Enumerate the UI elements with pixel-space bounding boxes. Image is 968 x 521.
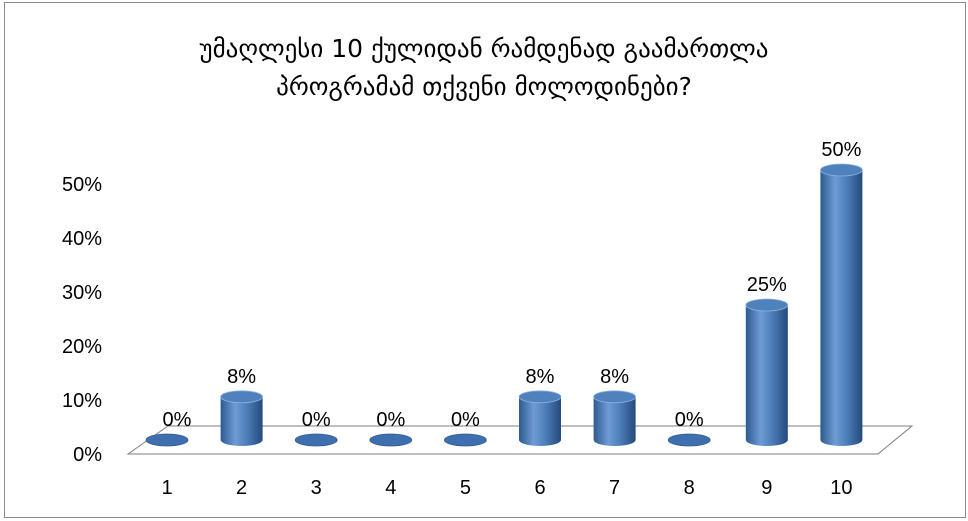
bar-body [220, 396, 263, 446]
bar-body [745, 305, 788, 446]
bar-body [519, 396, 561, 446]
bar-top [220, 390, 264, 404]
bar-8 [667, 433, 711, 447]
y-tick-label: 40% [62, 228, 102, 250]
bar-2 [220, 390, 264, 446]
data-label: 25% [747, 274, 787, 296]
category-label: 4 [385, 477, 396, 499]
data-label: 0% [302, 409, 331, 431]
chart-title-line-1: უმაღლესი 10 ქულიდან რამდენად გაამართლა [199, 34, 769, 63]
category-label: 5 [460, 477, 471, 499]
chart-title: უმაღლესი 10 ქულიდან რამდენად გაამართლა პ… [0, 30, 968, 106]
bar-top [745, 298, 789, 312]
category-label: 9 [761, 477, 772, 499]
bar-10 [820, 163, 863, 446]
bar-body [593, 396, 636, 446]
category-label: 6 [534, 477, 545, 499]
bar-top [593, 390, 636, 404]
y-tick-label: 50% [62, 174, 102, 196]
bar-4 [369, 433, 413, 447]
bar-9 [745, 298, 789, 446]
chart-title-line-2: პროგრამამ თქვენი მოლოდინები? [276, 72, 692, 101]
bar-7 [593, 390, 636, 446]
bar-top [294, 433, 338, 447]
category-label: 2 [236, 477, 247, 499]
category-label: 7 [609, 477, 620, 499]
bar-3 [294, 433, 338, 447]
bar-6 [518, 390, 562, 446]
data-label: 0% [163, 409, 192, 431]
bar-top [518, 390, 562, 404]
y-tick-label: 0% [73, 444, 102, 466]
y-tick-label: 20% [62, 336, 102, 358]
data-label: 0% [675, 409, 704, 431]
bar-top [443, 433, 487, 447]
chart-frame [4, 2, 966, 518]
bar-top [369, 433, 413, 447]
y-tick-label: 10% [62, 390, 102, 412]
data-label: 8% [227, 366, 256, 388]
bar-5 [443, 433, 487, 447]
category-label: 3 [311, 477, 322, 499]
category-label: 1 [161, 477, 172, 499]
bar-top [820, 163, 863, 177]
data-label: 0% [376, 409, 405, 431]
bar-top [145, 433, 189, 447]
y-tick-label: 30% [62, 282, 102, 304]
data-label: 8% [526, 366, 555, 388]
bar-top [667, 433, 711, 447]
data-label: 50% [821, 139, 861, 161]
data-label: 8% [600, 366, 629, 388]
category-label: 10 [830, 477, 852, 499]
category-label: 8 [684, 477, 695, 499]
bar-body [820, 170, 863, 446]
bar-1 [145, 433, 189, 447]
data-label: 0% [451, 409, 480, 431]
